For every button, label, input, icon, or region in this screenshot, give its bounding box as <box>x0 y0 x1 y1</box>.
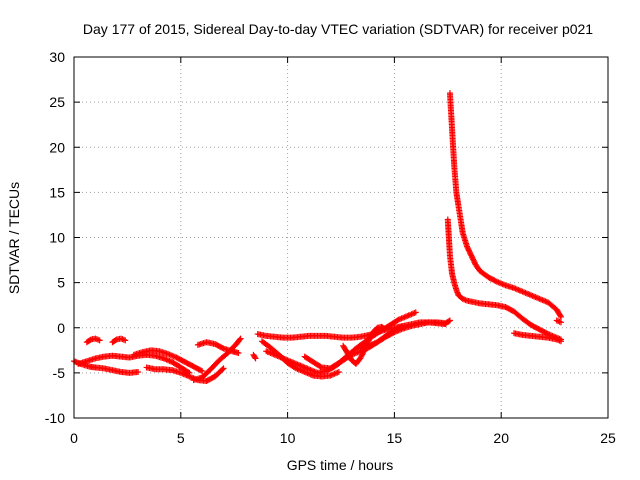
y-tick-label: 10 <box>49 230 65 246</box>
data-point <box>95 336 102 343</box>
y-tick-label: -10 <box>45 410 65 426</box>
y-tick-label: 20 <box>49 139 65 155</box>
data-point <box>219 344 226 351</box>
data-point <box>360 348 367 355</box>
data-point <box>558 313 565 320</box>
x-tick-labels: 0 5 10 15 20 25 <box>70 430 616 446</box>
data-point <box>557 312 564 319</box>
chart-title: Day 177 of 2015, Sidereal Day-to-day VTE… <box>83 21 593 37</box>
data-point <box>220 365 227 372</box>
data-point <box>120 336 127 343</box>
data-point <box>381 325 388 332</box>
data-point <box>96 337 103 344</box>
y-tick-label: 5 <box>57 275 65 291</box>
data-point <box>135 368 142 375</box>
data-point <box>492 278 499 285</box>
x-tick-label: 20 <box>493 430 509 446</box>
y-tick-label: 0 <box>57 320 65 336</box>
data-point <box>219 366 226 373</box>
data-point <box>235 350 242 357</box>
grid-lines <box>74 57 608 418</box>
y-tick-label: -5 <box>53 365 66 381</box>
x-tick-label: 0 <box>70 430 78 446</box>
data-point <box>556 318 563 325</box>
data-point <box>558 338 565 345</box>
data-point <box>236 336 243 343</box>
data-point <box>93 336 100 343</box>
data-point <box>237 335 244 342</box>
data-points <box>71 90 565 384</box>
y-tick-labels: -10 -5 0 5 10 15 20 25 30 <box>45 49 65 426</box>
y-axis-label: SDTVAR / TECUs <box>6 182 22 294</box>
x-tick-label: 10 <box>280 430 296 446</box>
data-point <box>317 363 324 370</box>
data-point <box>555 318 562 325</box>
data-point <box>119 336 126 343</box>
data-point <box>251 354 258 361</box>
x-tick-label: 5 <box>177 430 185 446</box>
data-point <box>335 368 342 375</box>
data-point <box>394 317 401 324</box>
data-point <box>446 317 453 324</box>
data-point <box>390 329 397 336</box>
data-point <box>382 326 389 333</box>
x-tick-label: 15 <box>387 430 403 446</box>
axis-ticks <box>73 56 609 419</box>
y-tick-label: 30 <box>49 49 65 65</box>
data-point <box>412 309 419 316</box>
data-point <box>445 318 452 325</box>
data-point <box>199 368 206 375</box>
data-point <box>252 355 259 362</box>
y-tick-label: 15 <box>49 184 65 200</box>
data-point <box>122 337 129 344</box>
x-tick-label: 25 <box>600 430 616 446</box>
data-point <box>197 367 204 374</box>
y-tick-label: 25 <box>49 94 65 110</box>
data-point <box>558 319 565 326</box>
x-axis-label: GPS time / hours <box>287 457 394 473</box>
